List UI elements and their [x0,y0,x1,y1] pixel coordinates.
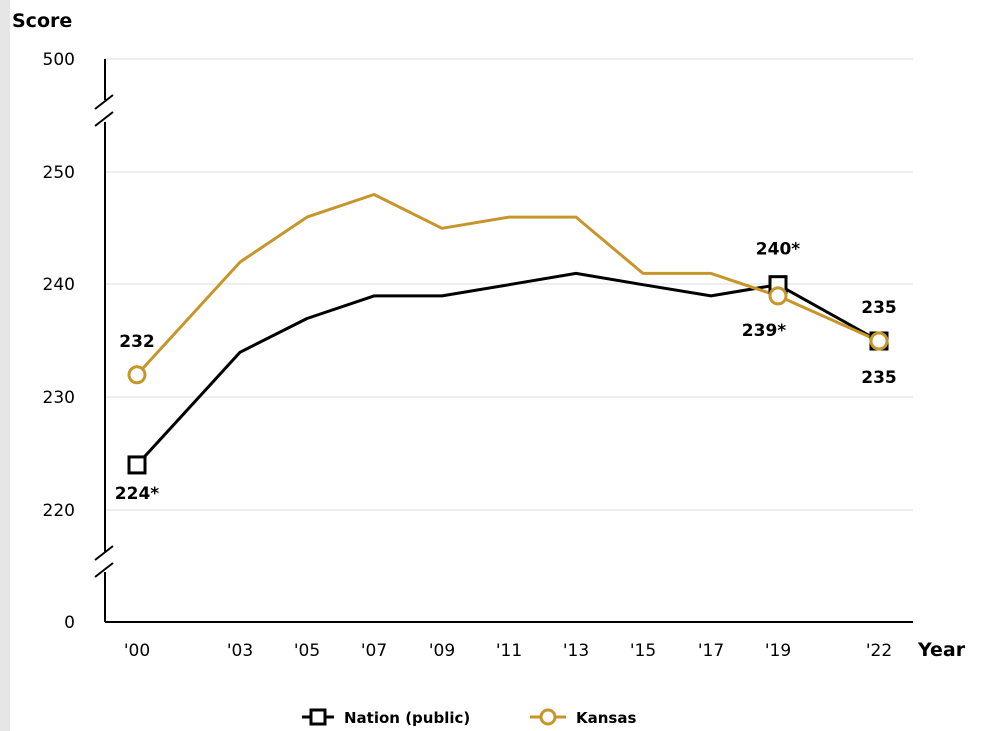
axis-break-mark-lower-b [94,562,114,578]
nation-marker-square [127,455,147,475]
x-tick-label: '09 [429,641,455,661]
legend: Nation (public) Kansas [302,708,636,727]
y-axis-title: Score [12,10,72,32]
x-tick-label: '03 [227,641,253,661]
y-tick-label: 250 [43,163,75,183]
series-line-kansas [135,193,880,376]
data-labels: 224* 240* 235 232 239* 235 [115,240,897,504]
y-tick-label: 220 [43,501,75,521]
x-tick-label: '22 [866,641,892,661]
axes [94,59,913,623]
y-tick-labels: 0 220 230 240 250 500 [43,50,75,633]
x-tick-label: '15 [630,641,656,661]
legend-item-nation: Nation (public) [302,708,470,727]
x-tick-label: '07 [361,641,387,661]
legend-kansas-label: Kansas [576,709,636,727]
series-layer [127,193,889,475]
x-tick-label: '17 [698,641,724,661]
left-edge-strip [0,0,10,731]
kansas-marker-circle [869,331,889,351]
x-tick-label: '11 [496,641,522,661]
axis-break-mark-upper-a [94,94,114,110]
legend-item-kansas: Kansas [530,708,636,727]
x-tick-label: '00 [124,641,150,661]
legend-nation-square-icon [309,708,327,726]
x-tick-label: '05 [294,641,320,661]
data-label: 240* [756,240,800,260]
y-tick-label: 230 [43,388,75,408]
legend-kansas-circle-icon [539,708,557,726]
x-tick-label: '19 [765,641,791,661]
y-tick-label: 0 [64,613,75,633]
y-tick-label: 500 [43,50,75,70]
legend-nation-label: Nation (public) [344,709,470,727]
x-axis-title: Year [917,639,966,661]
axis-break-mark-upper-b [94,111,114,127]
kansas-marker-circle [768,286,788,306]
series-line-nation [135,271,880,466]
x-tick-label: '13 [563,641,589,661]
data-label: 235 [861,368,897,388]
data-label: 224* [115,484,159,504]
axis-break-mark-lower-a [94,545,114,561]
x-tick-labels: '00 '03 '05 '07 '09 '11 '13 '15 '17 '19 '22 [124,641,892,661]
data-label: 232 [119,332,155,352]
kansas-marker-circle [127,365,147,385]
data-label: 239* [742,321,786,341]
y-tick-label: 240 [43,275,75,295]
data-label: 235 [861,298,897,318]
